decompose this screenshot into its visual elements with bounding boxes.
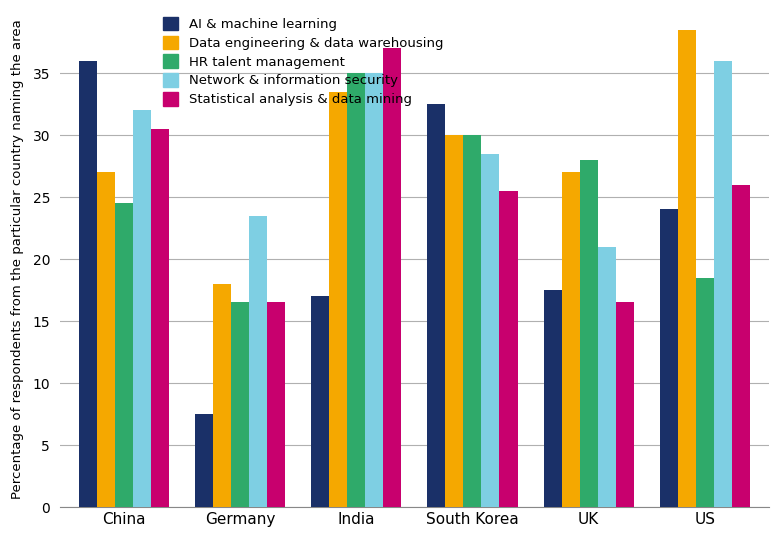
Bar	[195, 414, 213, 507]
Bar	[133, 110, 151, 507]
Bar	[544, 290, 562, 507]
Bar	[213, 284, 231, 507]
Bar	[365, 73, 383, 507]
Bar	[383, 48, 401, 507]
Bar	[445, 135, 463, 507]
Bar	[499, 191, 517, 507]
Bar	[427, 104, 445, 507]
Bar	[732, 185, 750, 507]
Bar	[562, 172, 580, 507]
Bar	[660, 209, 678, 507]
Bar	[615, 302, 634, 507]
Bar	[678, 30, 696, 507]
Bar	[267, 302, 285, 507]
Bar	[79, 61, 97, 507]
Bar	[580, 160, 597, 507]
Bar	[231, 302, 249, 507]
Bar	[115, 203, 133, 507]
Y-axis label: Percentage of respondents from the particular country naming the area: Percentage of respondents from the parti…	[11, 19, 24, 499]
Bar	[249, 216, 267, 507]
Bar	[347, 73, 365, 507]
Bar	[714, 61, 732, 507]
Bar	[97, 172, 115, 507]
Bar	[151, 129, 168, 507]
Bar	[696, 278, 714, 507]
Bar	[481, 154, 499, 507]
Bar	[311, 296, 329, 507]
Bar	[463, 135, 481, 507]
Legend: AI & machine learning, Data engineering & data warehousing, HR talent management: AI & machine learning, Data engineering …	[158, 13, 448, 110]
Bar	[329, 91, 347, 507]
Bar	[597, 246, 615, 507]
